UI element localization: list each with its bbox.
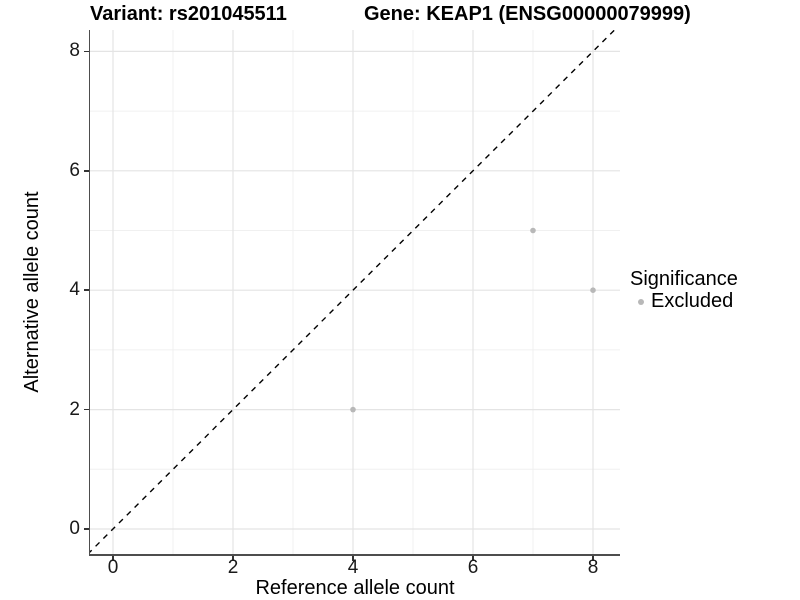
y-axis-line [88,30,90,556]
x-tick-mark [352,555,354,561]
x-tick-mark [232,555,234,561]
data-point [350,406,356,413]
legend-point-icon [638,299,644,305]
plot-panel [90,30,620,554]
x-tick-label: 6 [467,557,479,578]
y-tick-mark [84,528,89,530]
x-axis-line [88,554,620,556]
legend-item-label: Excluded [651,289,734,312]
x-axis-title: Reference allele count [255,577,455,599]
plot-title-gene: Gene: KEAP1 (ENSG00000079999) [364,3,691,25]
y-tick-label: 2 [69,398,80,420]
y-tick-mark [84,289,89,291]
y-tick-mark [84,170,89,172]
x-tick-label: 8 [587,557,599,578]
data-point [530,227,536,234]
x-tick-mark [112,555,114,561]
legend-title: Significance [630,268,738,290]
legend-item-excluded: Excluded [630,290,738,312]
x-tick-mark [472,555,474,561]
y-tick-label: 4 [69,279,80,301]
y-tick-label: 8 [69,40,80,62]
data-point [590,287,596,294]
legend: Significance Excluded [630,268,738,312]
y-axis-title: Alternative allele count [21,191,43,393]
y-tick-mark [84,408,89,411]
y-tick-label: 6 [69,159,80,181]
y-tick-label: 0 [69,518,80,539]
y-tick-mark [84,50,89,53]
x-tick-mark [592,555,594,561]
x-tick-label: 4 [347,557,359,578]
plot-title-variant: Variant: rs201045511 [90,3,287,25]
x-tick-label: 0 [107,557,119,578]
x-tick-label: 2 [227,557,239,578]
identity-line [90,30,616,553]
